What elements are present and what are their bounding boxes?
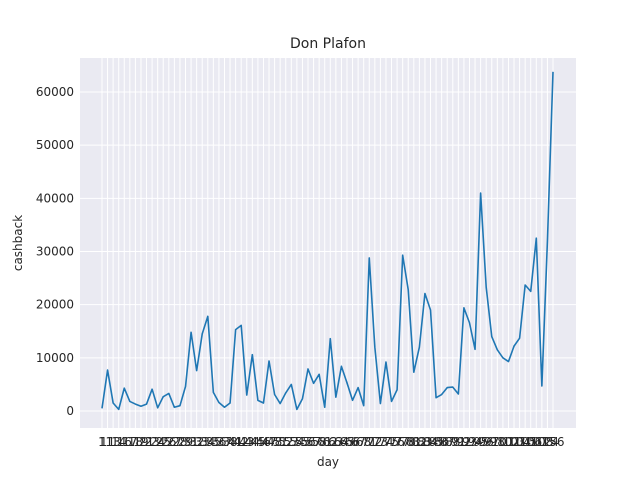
- x-tick-label: 105: [514, 435, 537, 449]
- x-tick-label: 55: [295, 435, 310, 449]
- x-tick-label: 93: [462, 435, 477, 449]
- x-tick-label: 32: [189, 435, 204, 449]
- x-tick-label: 76: [389, 435, 404, 449]
- x-tick-label: 35: [206, 435, 221, 449]
- x-tick-label: 88: [445, 435, 460, 449]
- x-tick-label: 95: [473, 435, 488, 449]
- x-tick-label: 44: [245, 435, 260, 449]
- x-tick-label: 52: [278, 435, 293, 449]
- x-tick-label: 25: [156, 435, 171, 449]
- x-tick-label: 23: [144, 435, 159, 449]
- x-tick-label: 74: [378, 435, 393, 449]
- x-tick-label: 67: [350, 435, 365, 449]
- x-tick-label: 61: [317, 435, 332, 449]
- x-tick-label: 84: [423, 435, 438, 449]
- x-tick-label: 58: [312, 435, 327, 449]
- x-tick-label: 78: [401, 435, 416, 449]
- x-tick-label: 156: [542, 435, 565, 449]
- x-tick-label: 68: [356, 435, 371, 449]
- x-tick-label: 48: [267, 435, 282, 449]
- x-tick-label: 75: [384, 435, 399, 449]
- x-tick-label: 91: [451, 435, 466, 449]
- x-tick-label: 45: [250, 435, 265, 449]
- x-tick-label: 73: [373, 435, 388, 449]
- x-tick-label: 51: [273, 435, 288, 449]
- x-tick-label: 72: [367, 435, 382, 449]
- chart-title: Don Plafon: [290, 36, 366, 52]
- x-tick-label: 57: [306, 435, 321, 449]
- x-tick-label: 47: [261, 435, 276, 449]
- line: [101, 71, 554, 411]
- x-tick-label: 66: [345, 435, 360, 449]
- y-tick-label: 30000: [36, 245, 74, 259]
- x-tick-label: 46: [256, 435, 271, 449]
- x-tick-label: 63: [328, 435, 343, 449]
- x-tick-label: 13: [105, 435, 120, 449]
- x-tick-label: 96: [479, 435, 494, 449]
- x-tick-label: 87: [440, 435, 455, 449]
- marks: [101, 71, 554, 411]
- x-tick-label: 65: [339, 435, 354, 449]
- x-tick-label: 64: [334, 435, 349, 449]
- y-tick-label: 50000: [36, 138, 74, 152]
- x-tick-label: 16: [117, 435, 132, 449]
- x-tick-label: 31: [183, 435, 198, 449]
- x-tick-label: 83: [417, 435, 432, 449]
- x-tick-label: 77: [395, 435, 410, 449]
- x-tick-label: 97: [484, 435, 499, 449]
- x-tick-label: 14: [111, 435, 126, 449]
- x-tick-label: 36: [211, 435, 226, 449]
- y-tick-label: 60000: [36, 85, 74, 99]
- x-tick-label: 107: [525, 435, 548, 449]
- x-tick-label: 71: [362, 435, 377, 449]
- x-axis-label: day: [317, 455, 339, 469]
- x-tick-label: 53: [284, 435, 299, 449]
- x-tick-label: 11: [100, 435, 115, 449]
- y-tick-label: 10000: [36, 351, 74, 365]
- x-tick-label: 104: [508, 435, 531, 449]
- y-tick-label: 40000: [36, 191, 74, 205]
- x-tick-label: 21: [139, 435, 154, 449]
- x-tick-label: 41: [228, 435, 243, 449]
- x-tick-label: 34: [200, 435, 215, 449]
- x-tick-label: 94: [467, 435, 482, 449]
- x-tick-label: 18: [128, 435, 143, 449]
- x-tick-label: 17: [122, 435, 137, 449]
- x-tick-label: 27: [167, 435, 182, 449]
- x-tick-label: 42: [234, 435, 249, 449]
- x-tick-label: 19: [133, 435, 148, 449]
- x-tick-label: 101: [491, 435, 514, 449]
- x-tick-label: 24: [150, 435, 165, 449]
- x-tick-label: 43: [239, 435, 254, 449]
- x-tick-label: 62: [323, 435, 338, 449]
- x-tick-label: 28: [172, 435, 187, 449]
- x-tick-label: 98: [490, 435, 505, 449]
- y-tick-label: 0: [66, 404, 74, 418]
- x-tick-label: 81: [406, 435, 421, 449]
- x-tick-label: 56: [300, 435, 315, 449]
- x-tick-label: 106: [519, 435, 542, 449]
- x-tick-label: 103: [503, 435, 526, 449]
- x-tick-label: 82: [412, 435, 427, 449]
- y-tick-label: 20000: [36, 298, 74, 312]
- grid: 0 10000 20000 30000 40000 50000 60000 111131416…: [36, 58, 576, 449]
- y-axis-label: cashback: [11, 215, 25, 271]
- x-tick-label: 29: [178, 435, 193, 449]
- x-tick-label: 38: [222, 435, 237, 449]
- x-tick-label: 33: [195, 435, 210, 449]
- x-tick-label: 37: [217, 435, 232, 449]
- x-tick-label: 85: [428, 435, 443, 449]
- x-tick-label: 86: [434, 435, 449, 449]
- x-tick-label: 108: [530, 435, 553, 449]
- x-tick-label: 102: [497, 435, 520, 449]
- x-tick-label: 124: [536, 435, 559, 449]
- x-tick-label: 1: [98, 435, 106, 449]
- x-tick-label: 92: [456, 435, 471, 449]
- x-tick-label: 26: [161, 435, 176, 449]
- x-tick-label: 54: [289, 435, 304, 449]
